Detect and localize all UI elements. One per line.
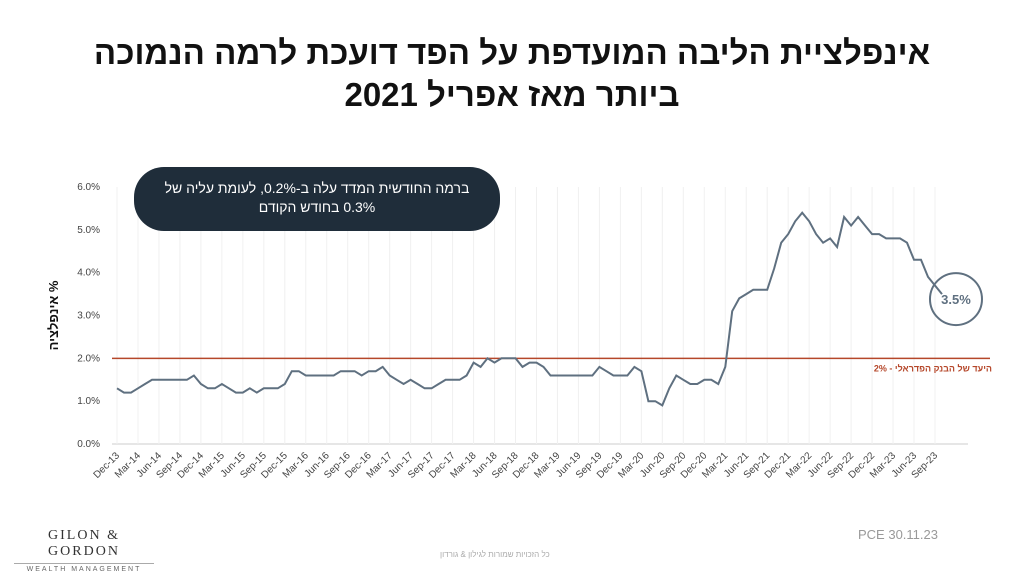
y-tick-label: 3.0%: [77, 311, 100, 322]
y-tick-label: 6.0%: [77, 182, 100, 193]
annotation-line: ברמה החודשית המדד עלה ב-0.2%, לעומת עליה…: [164, 180, 470, 196]
title-line: ביותר מאז אפריל 2021: [344, 76, 680, 113]
reference-label: היעד של הבנק הפדראלי - 2%: [874, 363, 992, 373]
copyright: כל הזכויות שמורות לגילון & גורדון: [440, 550, 550, 559]
logo: GILON & GORDON WEALTH MANAGEMENT: [14, 528, 154, 573]
title-line: אינפלציית הליבה המועדפת על הפד דועכת לרמ…: [93, 34, 931, 71]
callout-label: 3.5%: [941, 292, 971, 307]
y-tick-label: 0.0%: [77, 439, 100, 450]
line-series: [116, 211, 943, 407]
y-axis-label: % אינפלציה: [46, 280, 61, 350]
annotation: ברמה החודשית המדד עלה ב-0.2%, לעומת עליה…: [134, 167, 500, 231]
y-tick-label: 4.0%: [77, 268, 100, 279]
logo-text: GILON & GORDON: [48, 528, 120, 559]
annotation-line: 0.3% בחודש הקודם: [258, 199, 376, 215]
y-tick-label: 2.0%: [77, 353, 100, 364]
y-tick-label: 5.0%: [77, 225, 100, 236]
y-tick-label: 1.0%: [77, 396, 100, 407]
source: PCE 30.11.23: [858, 527, 938, 542]
logo-sub: WEALTH MANAGEMENT: [14, 563, 154, 573]
title: אינפלציית הליבה המועדפת על הפד דועכת לרמ…: [40, 32, 984, 116]
callout-circle: [928, 272, 983, 327]
